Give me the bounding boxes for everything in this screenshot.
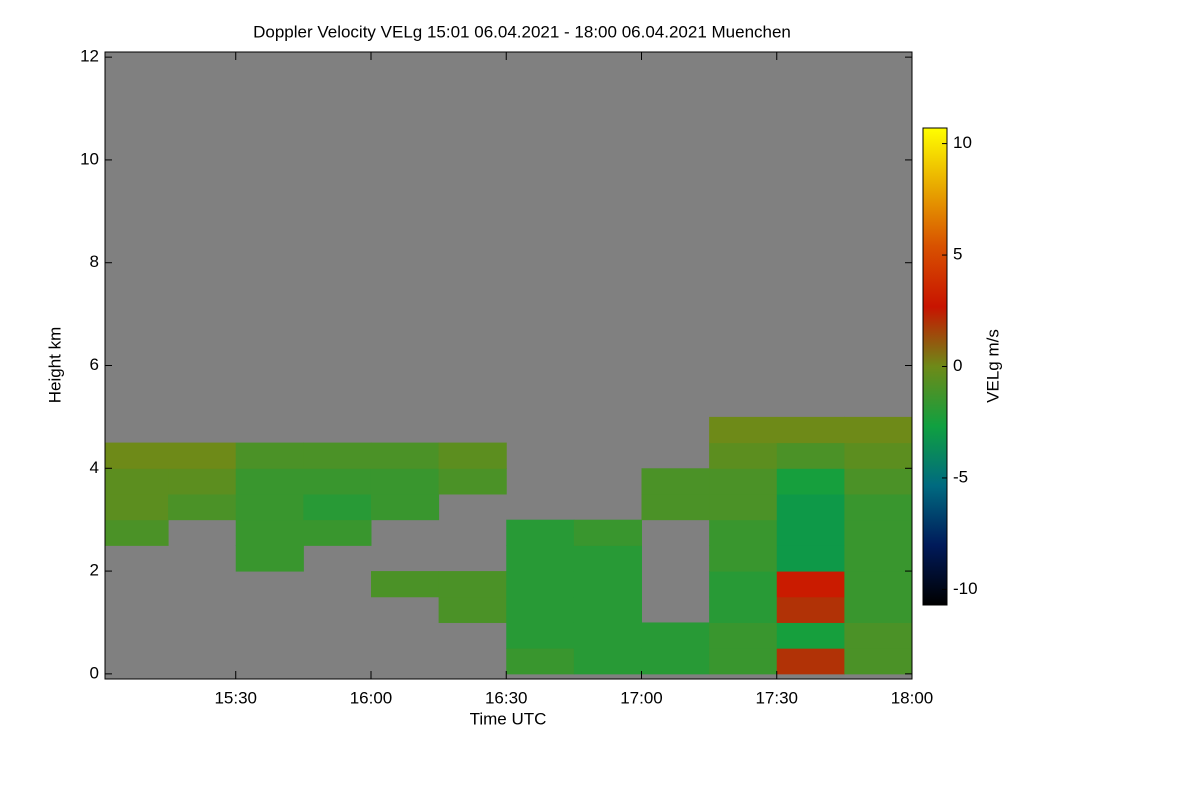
heat-cell [370,468,440,495]
x-tick-label: 16:30 [485,688,528,707]
heat-cell [573,519,642,546]
heat-cell [844,571,913,598]
heat-cell [370,571,440,598]
x-tick-label: 15:30 [214,688,257,707]
heat-cell [168,442,237,469]
heat-cell [235,519,304,546]
heat-cell [303,493,372,521]
heat-cell [168,493,237,521]
heat-cell [573,571,642,598]
y-tick-label: 0 [90,663,99,682]
heat-cell [506,571,575,598]
heat-cell [709,468,778,495]
heat-cell [573,622,642,649]
heat-cell [105,493,169,521]
chart-title: Doppler Velocity VELg 15:01 06.04.2021 -… [253,22,791,41]
heat-cell [641,493,710,521]
heat-cell [235,493,304,521]
colorbar-tick-label: 10 [953,133,972,152]
heat-cell [709,648,778,675]
heat-cell [709,416,778,444]
heat-cell [776,468,845,495]
heat-cell [641,622,710,649]
heat-cell [235,545,304,572]
colorbar-tick-label: 0 [953,356,962,375]
y-tick-label: 10 [80,149,99,168]
colorbar-tick-label: -10 [953,579,978,598]
heat-cell [844,622,913,649]
heat-cell [844,596,913,623]
heat-cell [776,622,845,649]
colorbar-label: VELg m/s [983,329,1002,403]
heat-cell [776,545,845,572]
heat-cell [776,442,845,469]
heat-cell [438,468,507,495]
heat-cell [105,468,169,495]
x-tick-label: 16:00 [350,688,393,707]
heat-cell [370,493,440,521]
y-axis-label: Height km [45,327,64,404]
heat-cell [641,648,710,675]
heat-cell [303,519,372,546]
heat-cell [573,648,642,675]
heat-cell [506,596,575,623]
colorbar-tick-label: -5 [953,467,968,486]
heat-cell [776,648,845,675]
heat-cell [776,493,845,521]
heat-cell [709,545,778,572]
heat-cell [776,596,845,623]
x-tick-label: 17:00 [620,688,663,707]
heat-cell [709,519,778,546]
heat-cell [303,468,372,495]
heat-cell [709,596,778,623]
y-tick-label: 6 [90,355,99,374]
heat-cell [438,442,507,469]
heat-cell [844,519,913,546]
y-tick-label: 4 [90,458,99,477]
heat-cell [844,545,913,572]
heat-cell [105,519,169,546]
heat-cell [776,519,845,546]
heat-cell [573,596,642,623]
heat-cell [303,442,372,469]
heat-cell [844,416,913,444]
heat-cell [844,648,913,675]
x-axis-label: Time UTC [470,709,547,728]
heat-cell [844,442,913,469]
heat-cell [438,571,507,598]
heat-cell [506,519,575,546]
x-tick-label: 18:00 [891,688,934,707]
heat-cell [506,648,575,675]
heat-cell [573,545,642,572]
heat-cell [235,442,304,469]
heat-cell [844,468,913,495]
heat-cell [709,442,778,469]
heat-cell [370,442,440,469]
y-tick-label: 12 [80,47,99,66]
heat-cell [235,468,304,495]
heat-cell [776,571,845,598]
heat-cell [506,545,575,572]
heat-cell [709,622,778,649]
heat-cell [776,416,845,444]
heat-cell [105,442,169,469]
heat-cell [438,596,507,623]
heat-cell [641,468,710,495]
heat-cell [709,493,778,521]
y-tick-label: 8 [90,252,99,271]
heat-cell [709,571,778,598]
colorbar-tick-label: 5 [953,245,962,264]
heat-cell [844,493,913,521]
y-tick-label: 2 [90,561,99,580]
heat-cell [506,622,575,649]
x-tick-label: 17:30 [755,688,798,707]
heat-cell [168,468,237,495]
